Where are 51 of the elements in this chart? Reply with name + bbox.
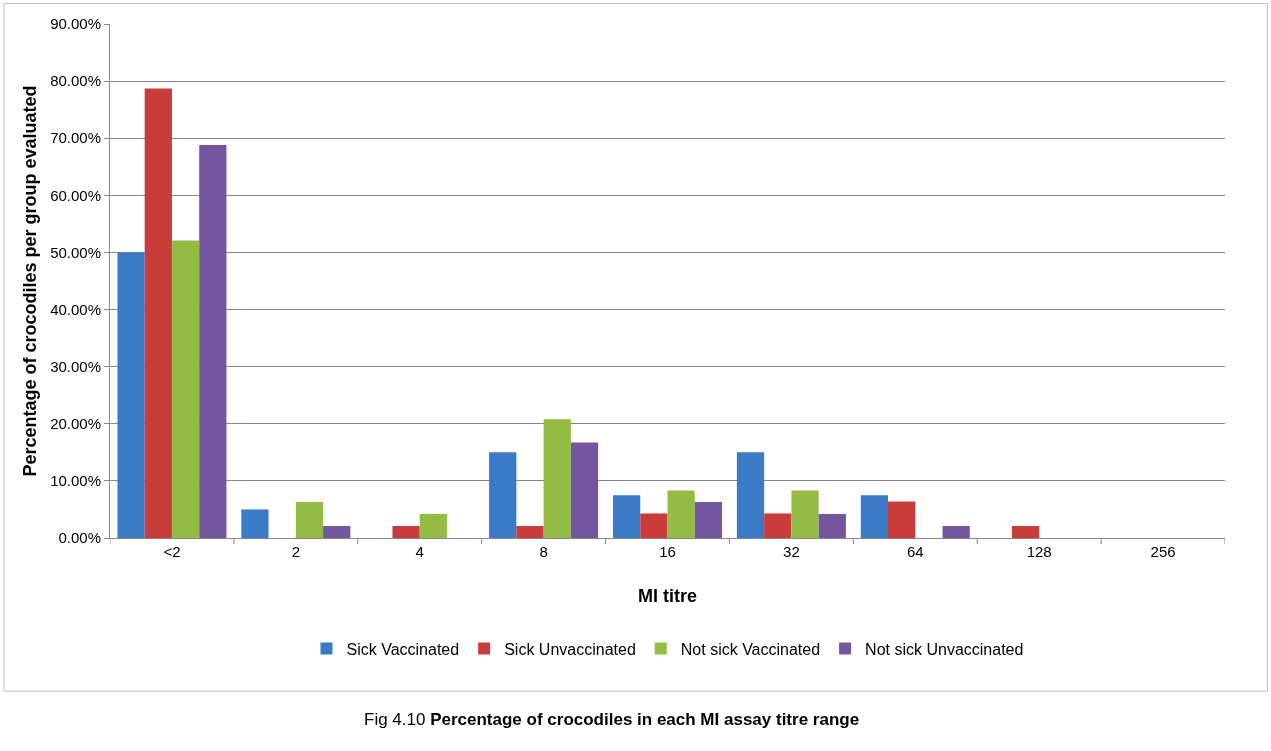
- y-tick-label: 50.00%: [50, 243, 101, 261]
- x-tick-label: 16: [659, 543, 676, 560]
- x-tick-label: 64: [906, 543, 924, 560]
- bar: [516, 526, 544, 538]
- bar: [117, 252, 145, 538]
- bar: [640, 513, 668, 538]
- x-tick-label: <2: [163, 543, 181, 560]
- bar: [570, 442, 599, 538]
- x-tick-label: 256: [1150, 543, 1176, 560]
- legend-label: Not sick Unvaccinated: [865, 640, 1024, 658]
- bar: [860, 495, 889, 538]
- bar: [419, 514, 447, 538]
- x-tick-label: 2: [291, 543, 300, 560]
- y-tick-label: 10.00%: [50, 472, 101, 490]
- bar: [171, 240, 200, 538]
- bar: [199, 145, 227, 538]
- bar: [392, 526, 420, 538]
- y-tick-label: 30.00%: [50, 357, 101, 375]
- legend-label: Not sick Vaccinated: [680, 640, 821, 658]
- bar: [144, 88, 172, 538]
- bar: [888, 501, 916, 538]
- legend-label: Sick Vaccinated: [346, 640, 460, 658]
- bar: [241, 509, 269, 538]
- bar: [764, 513, 792, 538]
- bar: [791, 490, 819, 538]
- bar: [694, 502, 723, 538]
- text: Fig 4.10 Percentage of crocodiles in each MI assay titre range: [364, 710, 860, 729]
- y-axis-title: Percentage of crocodiles per group evaluated: [20, 85, 41, 477]
- y-tick-label: 60.00%: [50, 186, 101, 204]
- bar: [667, 490, 695, 538]
- bar: [489, 452, 517, 538]
- x-tick-label: 8: [539, 543, 548, 560]
- y-tick-label: 90.00%: [50, 15, 101, 33]
- y-tick-label: 40.00%: [50, 300, 101, 318]
- legend-label: Sick Unvaccinated: [504, 640, 636, 658]
- x-tick-label: 32: [783, 543, 800, 560]
- x-tick-label: 4: [415, 543, 424, 560]
- bar: [543, 419, 571, 538]
- x-axis-title: MI titre: [637, 586, 698, 607]
- bar: [1011, 526, 1040, 538]
- y-tick-label: 80.00%: [50, 72, 101, 90]
- y-tick-label: 20.00%: [50, 415, 101, 433]
- x-tick-label: 128: [1026, 543, 1052, 560]
- y-tick-label: 70.00%: [50, 129, 101, 147]
- bar: [736, 452, 765, 538]
- bar: [942, 526, 970, 538]
- bar: [612, 495, 641, 538]
- bar: [818, 514, 846, 538]
- bar: [295, 502, 324, 538]
- y-tick-label: 0.00%: [58, 529, 101, 547]
- bar: [323, 526, 351, 538]
